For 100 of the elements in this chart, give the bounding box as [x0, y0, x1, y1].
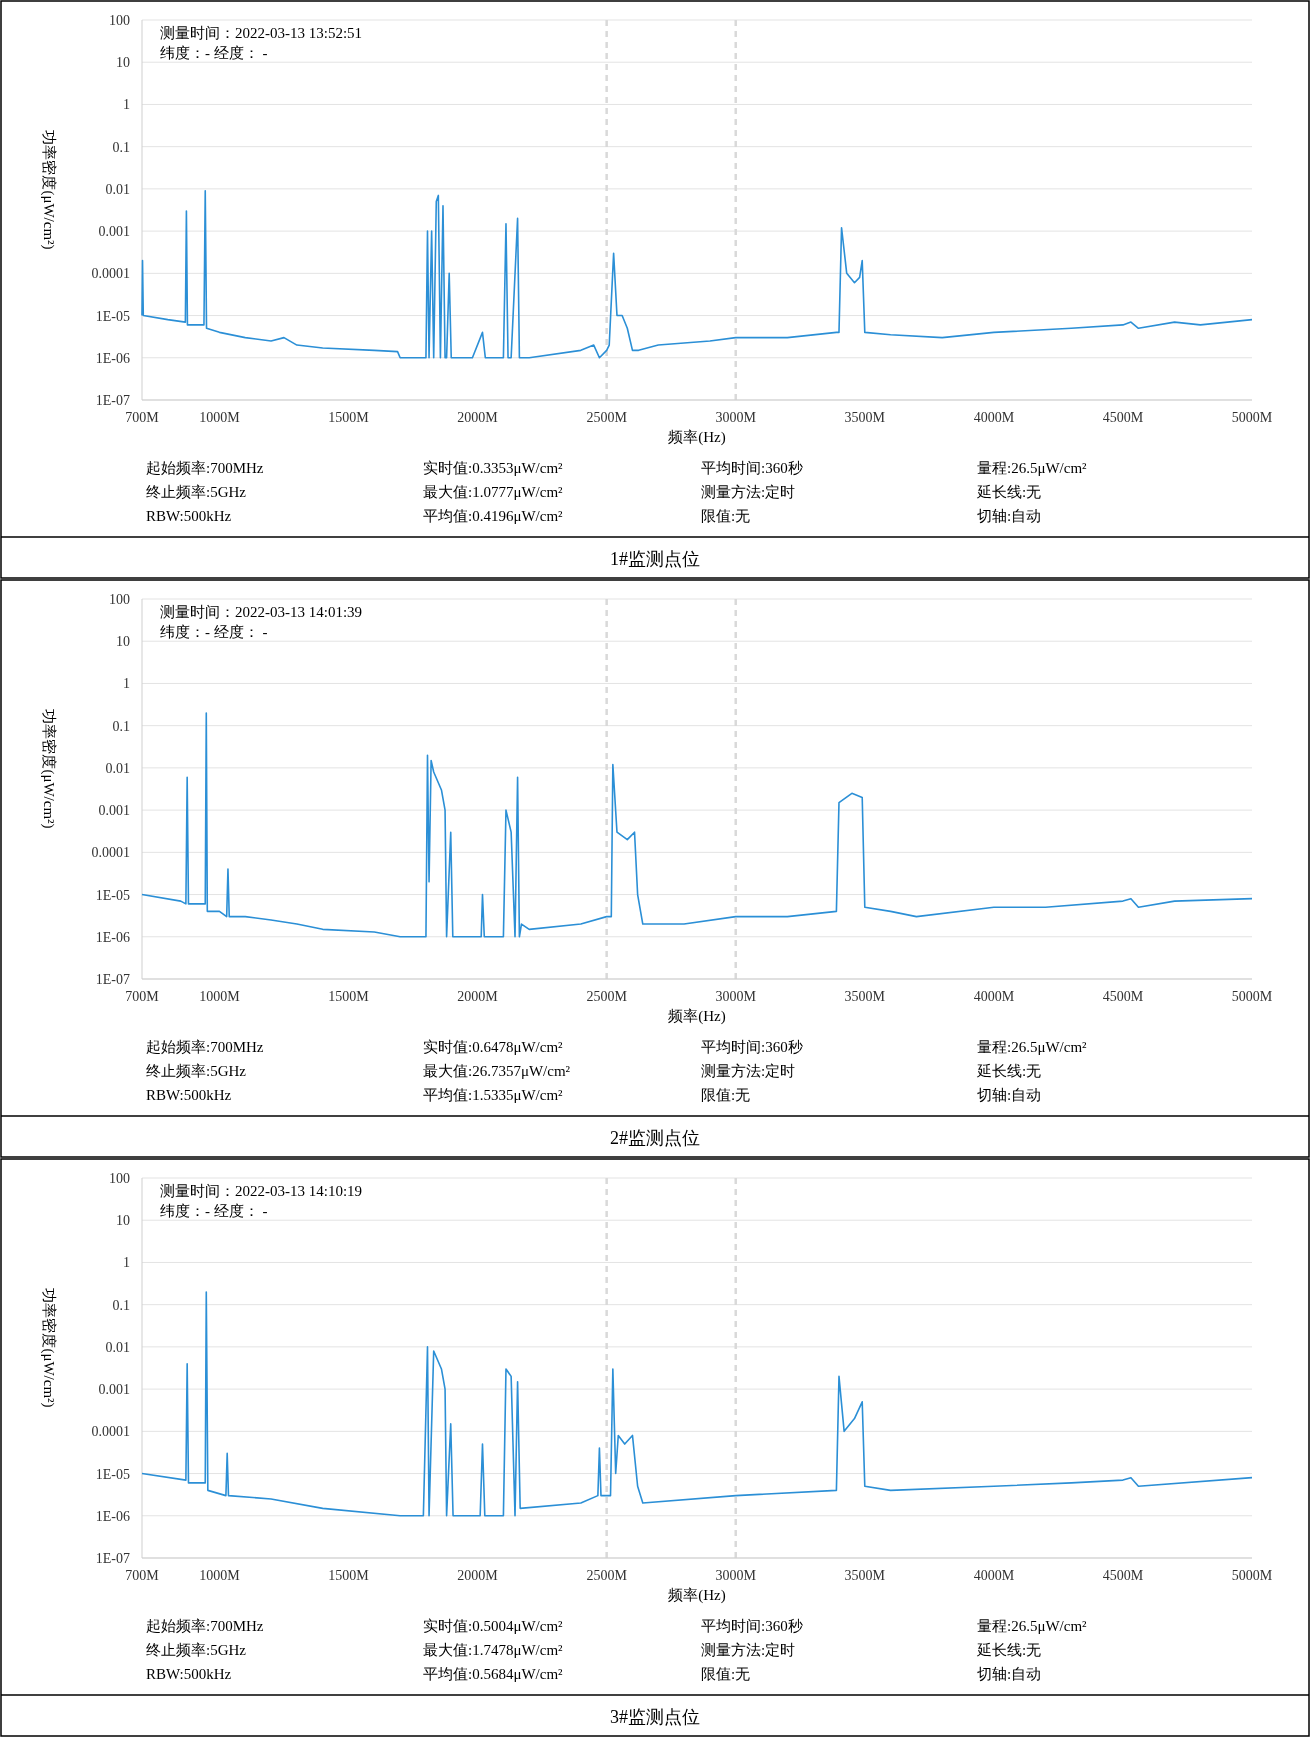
text: 量程:26.5μW/cm² [977, 1618, 1088, 1634]
y-tick-label: 0.01 [105, 1339, 130, 1355]
x-tick-label: 3500M [844, 989, 886, 1004]
annotation: 纬度：- 经度： - [160, 45, 268, 61]
y-tick-label: 1 [123, 676, 130, 692]
x-tick-label: 3500M [844, 1568, 886, 1583]
text: 终止频率:5GHz [146, 1642, 247, 1658]
y-tick-label: 0.01 [105, 760, 130, 776]
annotation: 纬度：- 经度： - [160, 1203, 268, 1219]
x-tick-label: 1500M [328, 1568, 370, 1583]
y-tick-label: 1E-07 [95, 1551, 130, 1566]
text: 切轴:自动 [977, 1087, 1042, 1103]
x-tick-label: 4500M [1102, 410, 1144, 425]
text: 2#监测点位 [610, 1128, 700, 1148]
x-tick-label: 700M [125, 410, 160, 425]
text: 量程:26.5μW/cm² [977, 460, 1088, 476]
y-tick-label: 1 [123, 97, 130, 113]
y-tick-label: 0.001 [98, 1382, 130, 1398]
x-tick-label: 4000M [973, 1568, 1015, 1583]
x-tick-label: 3000M [715, 1568, 757, 1583]
y-tick-label: 0.001 [98, 224, 130, 240]
text: 1#监测点位 [610, 549, 700, 569]
text: 限值:无 [701, 1666, 751, 1682]
text: 平均时间:360秒 [701, 460, 803, 476]
y-tick-label: 0.0001 [91, 1424, 130, 1440]
x-tick-label: 2500M [586, 410, 628, 425]
text: 测量方法:定时 [701, 484, 796, 500]
x-tick-label: 2000M [457, 410, 499, 425]
x-tick-label: 4000M [973, 989, 1015, 1004]
y-tick-label: 0.001 [98, 803, 130, 819]
y-tick-label: 1E-07 [95, 393, 130, 408]
text: 延长线:无 [976, 484, 1042, 500]
text: 平均值:0.4196μW/cm² [423, 508, 564, 524]
y-tick-label: 1E-06 [95, 1508, 130, 1524]
y-tick-label: 0.0001 [91, 845, 130, 861]
x-tick-label: 2500M [586, 989, 628, 1004]
text: 实时值:0.5004μW/cm² [423, 1618, 564, 1634]
y-tick-label: 10 [116, 55, 130, 71]
y-tick-label: 0.1 [112, 139, 130, 155]
x-tick-label: 4500M [1102, 1568, 1144, 1583]
line-series [141, 1291, 1253, 1517]
y-axis-title: 功率密度(μW/cm²) [40, 1288, 57, 1408]
annotation: 测量时间：2022-03-13 14:10:19 [160, 1183, 363, 1199]
y-tick-label: 100 [109, 592, 130, 607]
text: 测量方法:定时 [701, 1063, 796, 1079]
text: 3#监测点位 [610, 1707, 700, 1727]
x-tick-label: 700M [125, 1568, 160, 1583]
y-tick-label: 10 [116, 634, 130, 650]
y-tick-label: 0.01 [105, 181, 130, 197]
text: 平均时间:360秒 [701, 1618, 803, 1634]
x-tick-label: 1500M [328, 989, 370, 1004]
y-tick-label: 0.1 [112, 718, 130, 734]
y-tick-label: 100 [109, 13, 130, 28]
x-tick-label: 5000M [1231, 1568, 1273, 1583]
text: 起始频率:700MHz [146, 460, 264, 476]
x-tick-label: 3000M [715, 410, 757, 425]
text: 最大值:1.0777μW/cm² [423, 484, 564, 500]
y-tick-label: 100 [109, 1171, 130, 1186]
annotation: 测量时间：2022-03-13 13:52:51 [160, 25, 363, 41]
text: 平均时间:360秒 [701, 1039, 803, 1055]
x-axis-title: 频率(Hz) [668, 1008, 726, 1025]
y-tick-label: 1 [123, 1255, 130, 1271]
text: 终止频率:5GHz [146, 1063, 247, 1079]
text: 最大值:1.7478μW/cm² [423, 1642, 564, 1658]
text: 平均值:0.5684μW/cm² [423, 1666, 564, 1682]
text: 终止频率:5GHz [146, 484, 247, 500]
y-tick-label: 0.1 [112, 1297, 130, 1313]
x-tick-label: 1500M [328, 410, 370, 425]
x-tick-label: 5000M [1231, 410, 1273, 425]
x-tick-label: 1000M [199, 410, 241, 425]
text: 起始频率:700MHz [146, 1039, 264, 1055]
text: 延长线:无 [976, 1642, 1042, 1658]
y-tick-label: 1E-07 [95, 972, 130, 987]
x-tick-label: 3500M [844, 410, 886, 425]
text: 实时值:0.3353μW/cm² [423, 460, 564, 476]
text: 量程:26.5μW/cm² [977, 1039, 1088, 1055]
x-tick-label: 4500M [1102, 989, 1144, 1004]
y-tick-label: 1E-06 [95, 350, 130, 366]
line-series [141, 712, 1253, 938]
text: RBW:500kHz [146, 1087, 232, 1103]
annotation: 测量时间：2022-03-13 14:01:39 [160, 604, 363, 620]
text: 限值:无 [701, 1087, 751, 1103]
y-tick-label: 1E-06 [95, 929, 130, 945]
x-tick-label: 5000M [1231, 989, 1273, 1004]
x-tick-label: 3000M [715, 989, 757, 1004]
y-tick-label: 1E-05 [95, 887, 130, 903]
x-axis-title: 频率(Hz) [668, 429, 726, 446]
x-tick-label: 2000M [457, 989, 499, 1004]
y-tick-label: 1E-05 [95, 1466, 130, 1482]
text: 测量方法:定时 [701, 1642, 796, 1658]
y-axis-title: 功率密度(μW/cm²) [40, 130, 57, 250]
text: 最大值:26.7357μW/cm² [423, 1063, 571, 1079]
y-tick-label: 10 [116, 1213, 130, 1229]
y-tick-label: 0.0001 [91, 266, 130, 282]
text: 限值:无 [701, 508, 751, 524]
line-series [141, 190, 1253, 359]
y-tick-label: 1E-05 [95, 308, 130, 324]
x-axis-title: 频率(Hz) [668, 1587, 726, 1604]
annotation: 纬度：- 经度： - [160, 624, 268, 640]
x-tick-label: 2000M [457, 1568, 499, 1583]
